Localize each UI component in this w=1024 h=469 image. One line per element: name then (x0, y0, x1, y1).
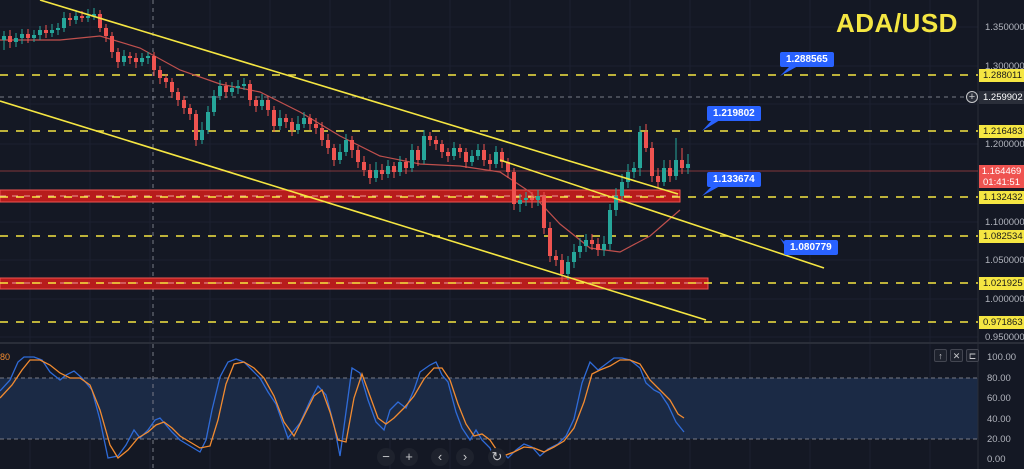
bar-countdown: 01:41:51 (983, 177, 1020, 188)
level-flag: 1.082534 (979, 230, 1024, 243)
level-flag: 1.021925 (979, 277, 1024, 290)
upper-channel-trendline[interactable] (39, 0, 679, 195)
price-axis-label: 1.300000 (985, 61, 1024, 72)
price-axis-label: 0.950000 (985, 332, 1024, 343)
zoom-out-button[interactable]: − (377, 448, 395, 466)
level-flag: 1.132432 (979, 191, 1024, 204)
scroll-left-button[interactable]: ‹ (431, 448, 449, 466)
zoom-in-button[interactable]: + (400, 448, 418, 466)
move-pane-up-button[interactable]: ↑ (934, 349, 947, 362)
crosshair-price-flag: 1.259902 (979, 91, 1024, 104)
breakout-trendline[interactable] (499, 159, 825, 269)
stoch-band (0, 378, 978, 439)
support-zone-upper[interactable] (0, 189, 681, 203)
level-flag: 0.971863 (979, 316, 1024, 329)
add-alert-plus-icon[interactable]: + (966, 91, 978, 103)
price-axis-label: 1.350000 (985, 22, 1024, 33)
price-axis-label: 1.200000 (985, 139, 1024, 150)
horizontal-levels[interactable] (0, 74, 978, 323)
osc-axis-label: 80.00 (987, 373, 1011, 384)
current-price-flag: 1.164469 01:41:51 (979, 165, 1024, 188)
candlesticks (2, 8, 690, 282)
maximize-pane-button[interactable]: ⊏ (966, 349, 979, 362)
price-axis-label: 1.050000 (985, 255, 1024, 266)
lower-channel-trendline[interactable] (0, 100, 707, 321)
scroll-right-button[interactable]: › (456, 448, 474, 466)
price-callout[interactable]: 1.288565 (780, 52, 834, 67)
price-callout[interactable]: 1.133674 (707, 172, 761, 187)
price-axis-label: 1.000000 (985, 294, 1024, 305)
stoch-d-line (0, 359, 685, 459)
osc-axis-label: 0.00 (987, 454, 1006, 465)
price-callout[interactable]: 1.219802 (707, 106, 761, 121)
osc-axis-label: 20.00 (987, 434, 1011, 445)
level-flag: 1.216483 (979, 125, 1024, 138)
osc-axis-label: 100.00 (987, 352, 1017, 363)
osc-axis-label: 60.00 (987, 393, 1011, 404)
chart-title: ADA/USD (836, 8, 958, 38)
stoch-k-line (0, 356, 685, 466)
oscillator-legend[interactable]: 80 (0, 352, 11, 362)
price-callout[interactable]: 1.080779 (784, 240, 838, 255)
close-pane-button[interactable]: ✕ (950, 349, 963, 362)
reset-chart-button[interactable]: ↻ (488, 448, 506, 466)
level-flag: 1.288011 (979, 69, 1024, 82)
moving-average-line (0, 35, 681, 253)
current-price-value: 1.164469 (981, 166, 1022, 177)
price-axis-label: 1.100000 (985, 217, 1024, 228)
osc-axis-label: 40.00 (987, 414, 1011, 425)
